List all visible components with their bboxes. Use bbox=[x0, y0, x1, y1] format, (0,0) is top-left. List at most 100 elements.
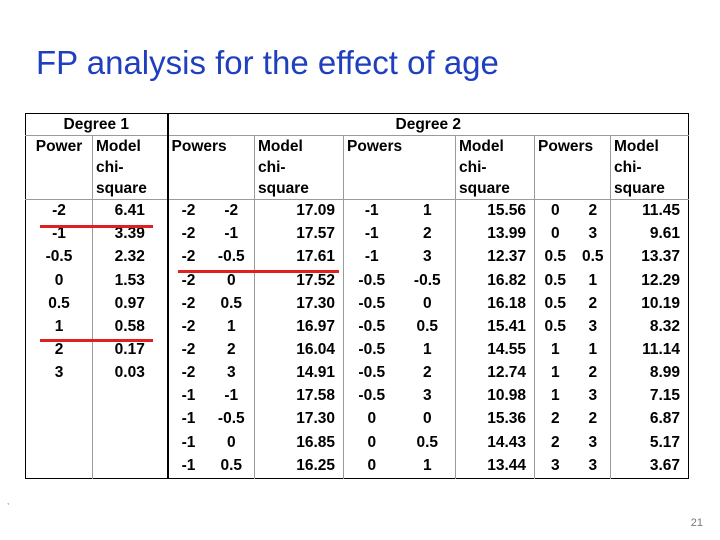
degree2-power-p1: -1 bbox=[343, 246, 400, 270]
degree1-power: 0 bbox=[54, 271, 64, 289]
degree2-power-p2: 3 bbox=[588, 456, 598, 474]
model-header-d2c: Model bbox=[610, 135, 689, 157]
chi-label: chi- bbox=[610, 157, 689, 178]
degree2-power-p1: -2 bbox=[166, 338, 209, 363]
degree2-power-p2: 1 bbox=[422, 340, 432, 358]
power-header: Power bbox=[35, 138, 83, 155]
corner-mark: , bbox=[7, 497, 10, 506]
powers-header-2: Powers bbox=[343, 135, 456, 157]
degree2-power-p2: 0.5 bbox=[220, 294, 243, 312]
degree2-power-p1: 1 bbox=[534, 385, 576, 409]
degree2-chi: 11.14 bbox=[610, 338, 689, 363]
column-header-row-2: chi- chi- chi- chi- bbox=[26, 157, 689, 178]
degree2-power-p2: 1 bbox=[588, 340, 598, 358]
degree2-chi: 5.17 bbox=[610, 431, 689, 455]
degree2-power-p2: 2 bbox=[422, 364, 432, 382]
degree2-power-p1: -2 bbox=[166, 223, 209, 247]
table-row: -1 3.39 -2 -1 17.57 -1 2 13.99 0 3 9.61 bbox=[26, 223, 689, 247]
degree2-power-p2: 3 bbox=[422, 387, 432, 405]
degree1-chi: 2.32 bbox=[91, 246, 168, 270]
degree2-power-p2: 3 bbox=[588, 225, 598, 243]
fp-analysis-table: Degree 1 Degree 2 Power Model Powers Mod… bbox=[25, 113, 690, 479]
model-header-d1: Model bbox=[91, 135, 168, 157]
degree2-power-p2: 2 bbox=[226, 340, 236, 358]
degree2-power-p2: 1 bbox=[226, 317, 236, 335]
degree2-power-p2: 1 bbox=[588, 271, 598, 289]
degree2-power-p2: -0.5 bbox=[413, 271, 441, 289]
degree2-chi: 16.85 bbox=[254, 431, 344, 455]
degree1-power bbox=[26, 455, 93, 479]
degree1-chi: 3.39 bbox=[91, 223, 168, 247]
degree2-chi: 15.36 bbox=[455, 408, 535, 432]
fp-table-body: -2 6.41 -2 -2 17.09 -1 1 15.56 0 2 11.45 -1 3.39 -2 -1… bbox=[26, 199, 689, 479]
degree2-power-p2: 0 bbox=[422, 410, 432, 428]
degree2-chi: 17.09 bbox=[254, 199, 344, 224]
degree2-header: Degree 2 bbox=[166, 113, 689, 136]
degree2-power-p1: 0.5 bbox=[534, 246, 576, 270]
degree2-power-p1: -2 bbox=[166, 362, 209, 386]
degree1-chi: 0.17 bbox=[91, 338, 168, 363]
degree2-power-p1: 1 bbox=[534, 338, 576, 363]
model-header-d2a: Model bbox=[254, 135, 344, 157]
degree2-power-p1: -2 bbox=[166, 315, 209, 339]
degree1-chi bbox=[91, 408, 168, 432]
fp-table-container: Degree 1 Degree 2 Power Model Powers Mod… bbox=[25, 113, 690, 479]
degree2-power-p1: 3 bbox=[534, 454, 576, 479]
degree1-power: -1 bbox=[52, 225, 66, 243]
degree2-chi: 17.61 bbox=[254, 246, 344, 270]
degree1-header: Degree 1 bbox=[63, 116, 129, 133]
powers-header-1: Powers bbox=[166, 135, 255, 157]
chi-label: chi- bbox=[91, 157, 168, 178]
table-row: 3 0.03 -2 3 14.91 -0.5 2 12.74 1 2 8.99 bbox=[26, 362, 689, 386]
degree2-power-p2: 0 bbox=[226, 271, 236, 289]
degree2-power-p2: 2 bbox=[588, 364, 598, 382]
degree2-power-p2: 2 bbox=[422, 225, 432, 243]
degree1-power: -2 bbox=[52, 202, 66, 219]
degree2-chi: 11.45 bbox=[610, 199, 689, 224]
degree2-chi: 12.74 bbox=[455, 362, 535, 386]
degree2-power-p2: -0.5 bbox=[217, 410, 245, 428]
degree2-chi: 14.43 bbox=[455, 431, 535, 455]
degree2-power-p2: 3 bbox=[226, 364, 236, 382]
degree2-power-p2: 0.5 bbox=[416, 317, 439, 335]
table-row: -0.5 2.32 -2 -0.5 17.61 -1 3 12.37 0.5 0.5 13.37 bbox=[26, 246, 689, 270]
degree2-power-p1: 0 bbox=[343, 454, 400, 479]
degree2-power-p1: -1 bbox=[166, 454, 209, 479]
table-row: -2 6.41 -2 -2 17.09 -1 1 15.56 0 2 11.45 bbox=[26, 199, 689, 224]
degree2-power-p1: 0 bbox=[534, 199, 576, 224]
degree2-power-p1: 0.5 bbox=[534, 292, 576, 316]
degree2-power-p1: -1 bbox=[343, 199, 400, 224]
degree2-power-p1: -2 bbox=[166, 199, 209, 224]
degree2-chi: 15.41 bbox=[455, 315, 535, 339]
square-label: square bbox=[91, 178, 168, 200]
degree2-chi: 7.15 bbox=[610, 385, 689, 409]
table-row: 0.5 0.97 -2 0.5 17.30 -0.5 0 16.18 0.5 2 10.19 bbox=[26, 292, 689, 316]
degree2-power-p1: 0.5 bbox=[534, 315, 576, 339]
degree1-chi: 0.97 bbox=[91, 292, 168, 316]
highlight-underline-d1-linear bbox=[40, 339, 153, 342]
degree2-power-p2: 0.5 bbox=[220, 456, 243, 474]
degree1-power bbox=[26, 408, 93, 431]
degree2-chi: 10.98 bbox=[455, 385, 535, 409]
degree2-power-p1: -0.5 bbox=[343, 385, 400, 409]
degree2-power-p2: 1 bbox=[422, 456, 432, 474]
degree2-power-p2: 3 bbox=[588, 317, 598, 335]
degree2-chi: 17.57 bbox=[254, 223, 344, 247]
degree1-power: 3 bbox=[54, 364, 64, 382]
degree2-power-p1: 0.5 bbox=[534, 269, 576, 293]
degree1-power: 1 bbox=[54, 317, 64, 335]
degree1-chi bbox=[91, 431, 168, 455]
degree2-power-p1: -0.5 bbox=[343, 362, 400, 386]
degree2-power-p2: 2 bbox=[588, 410, 598, 428]
degree2-power-p1: 0 bbox=[343, 408, 400, 432]
highlight-underline-d1-best bbox=[40, 225, 153, 228]
degree1-chi: 1.53 bbox=[91, 269, 168, 293]
degree2-power-p2: 2 bbox=[588, 294, 598, 312]
degree2-power-p2: 0 bbox=[226, 433, 236, 451]
degree2-chi: 12.29 bbox=[610, 269, 689, 293]
table-row: -1 -0.5 17.30 0 0 15.36 2 2 6.87 bbox=[26, 408, 689, 432]
degree2-chi: 16.25 bbox=[254, 454, 344, 479]
degree1-chi: 0.03 bbox=[91, 362, 168, 386]
degree2-power-p2: -1 bbox=[224, 225, 239, 243]
degree1-power: -0.5 bbox=[45, 248, 73, 266]
